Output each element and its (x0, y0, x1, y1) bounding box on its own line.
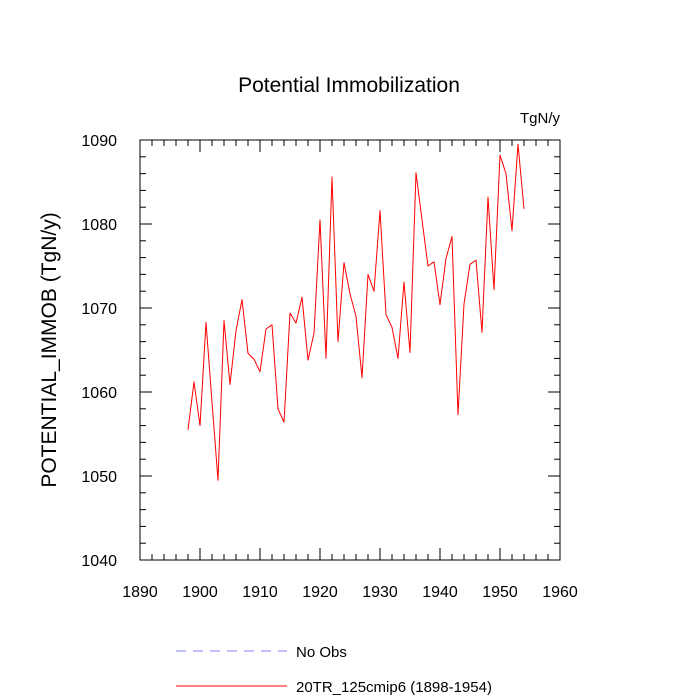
axis-ticks (139, 139, 561, 561)
series-line (187, 143, 525, 481)
legend-label: 20TR_125cmip6 (1898-1954) (296, 679, 492, 696)
plot-frame (139, 139, 561, 561)
y-axis-label: POTENTIAL_IMMOB (TgN/y) (38, 212, 61, 487)
y-tick-label: 1090 (81, 133, 117, 150)
x-tick-label: 1890 (122, 584, 158, 601)
y-tick-labels: 1040 1050 1060 1070 1080 1090 (81, 133, 117, 570)
x-tick-label: 1950 (482, 584, 518, 601)
x-tick-labels: 1890 1900 1910 1920 1930 1940 1950 1960 (122, 584, 578, 601)
x-tick-label: 1900 (182, 584, 218, 601)
x-tick-label: 1930 (362, 584, 398, 601)
y-tick-label: 1070 (81, 301, 117, 318)
y-tick-label: 1060 (81, 385, 117, 402)
units-label: TgN/y (520, 110, 561, 127)
y-tick-label: 1050 (81, 469, 117, 486)
x-tick-label: 1910 (242, 584, 278, 601)
y-tick-label: 1080 (81, 217, 117, 234)
legend-label: No Obs (296, 644, 347, 661)
series-group (187, 143, 525, 481)
x-tick-label: 1920 (302, 584, 338, 601)
chart-title: Potential Immobilization (238, 74, 460, 97)
x-tick-label: 1940 (422, 584, 458, 601)
y-tick-label: 1040 (81, 553, 117, 570)
x-tick-label: 1960 (542, 584, 578, 601)
legend: No Obs 20TR_125cmip6 (1898-1954) (176, 644, 492, 696)
